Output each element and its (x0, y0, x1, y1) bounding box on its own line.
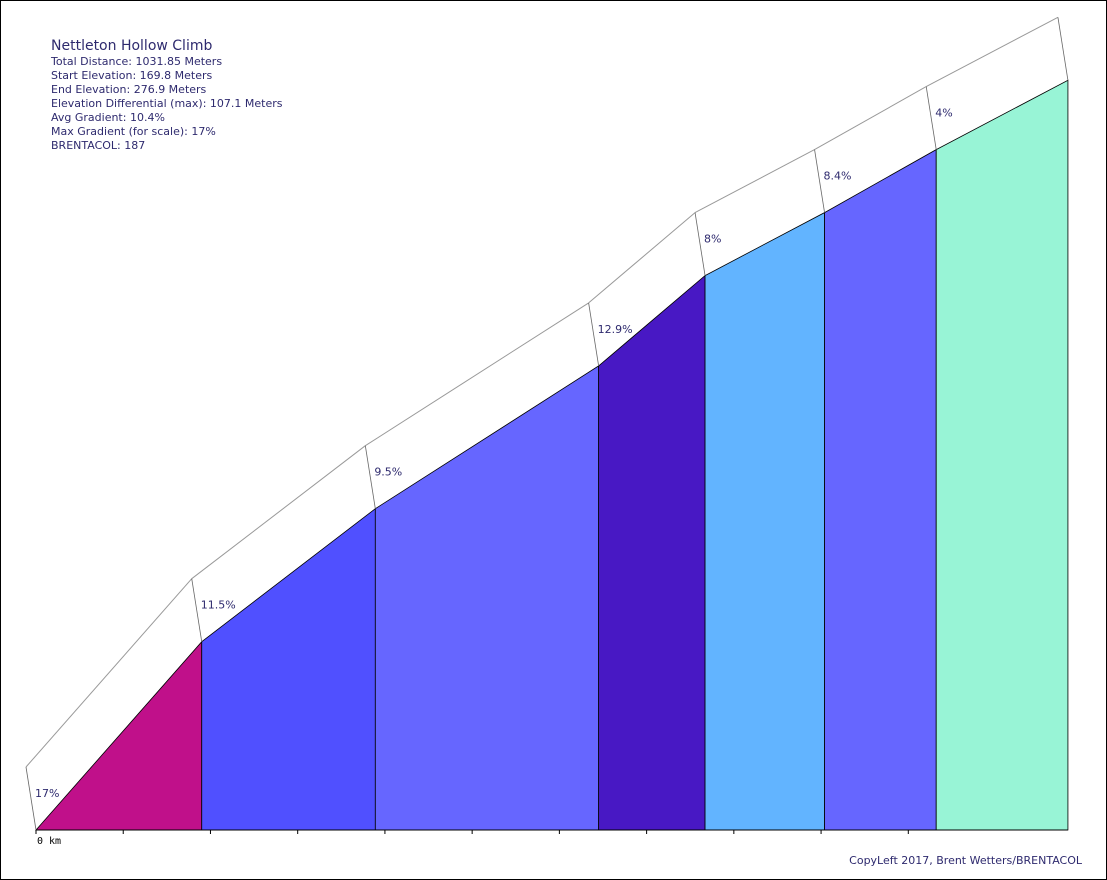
gradient-label-1: 17% (35, 787, 59, 800)
segment-fill-6 (824, 148, 937, 831)
gradient-label-5: 8% (704, 233, 721, 246)
max-gradient: Max Gradient (for scale): 17% (51, 125, 216, 138)
label-band-edge-5 (694, 149, 815, 214)
label-band-edge-7 (925, 16, 1059, 88)
total-distance: Total Distance: 1031.85 Meters (51, 55, 223, 68)
gradient-labels: 17% 11.5% 9.5% 12.9% 8% 8.4% 4% (35, 107, 953, 800)
brentacol-score: BRENTACOL: 187 (51, 139, 146, 152)
gradient-label-7: 4% (935, 107, 952, 120)
avg-gradient: Avg Gradient: 10.4% (51, 111, 165, 124)
x-tick-label-0: 0 km (37, 836, 61, 847)
segment-fill-4 (598, 274, 706, 831)
gradient-label-6: 8.4% (824, 170, 852, 183)
segment-fill-5 (704, 211, 825, 831)
elevation-differential: Elevation Differential (max): 107.1 Mete… (51, 97, 283, 110)
gradient-label-boxes (25, 16, 1069, 831)
label-band-divider-7 (925, 86, 937, 150)
x-axis: 0 km (35, 829, 1068, 847)
gradient-label-4: 12.9% (598, 323, 633, 336)
start-elevation: Start Elevation: 169.8 Meters (51, 69, 213, 82)
climb-title: Nettleton Hollow Climb (51, 38, 213, 54)
segment-fill-3 (374, 365, 600, 831)
gradient-label-3: 9.5% (374, 466, 402, 479)
label-band-divider-2 (191, 578, 203, 642)
label-band-edge-3 (365, 302, 589, 447)
label-band-divider-end (1057, 17, 1069, 81)
label-band-edge-4 (588, 212, 696, 304)
gradient-label-2: 11.5% (201, 599, 236, 612)
segment-fills (35, 79, 1069, 831)
climb-info: Nettleton Hollow Climb Total Distance: 1… (51, 38, 282, 153)
label-band-divider-1 (25, 766, 37, 831)
segment-fill-7 (935, 79, 1069, 831)
segment-fill-2 (201, 507, 376, 831)
segment-fill-1 (35, 640, 203, 831)
label-band-edge-6 (814, 86, 927, 151)
label-band-divider-3 (364, 445, 376, 509)
label-band-edge-2 (191, 445, 366, 580)
end-elevation: End Elevation: 276.9 Meters (51, 83, 207, 96)
label-band-divider-4 (588, 302, 600, 366)
label-band-edge-1 (25, 578, 193, 768)
label-band-divider-5 (694, 212, 706, 276)
copyleft-credit: CopyLeft 2017, Brent Wetters/BRENTACOL (849, 854, 1082, 867)
label-band-divider-6 (814, 149, 825, 213)
